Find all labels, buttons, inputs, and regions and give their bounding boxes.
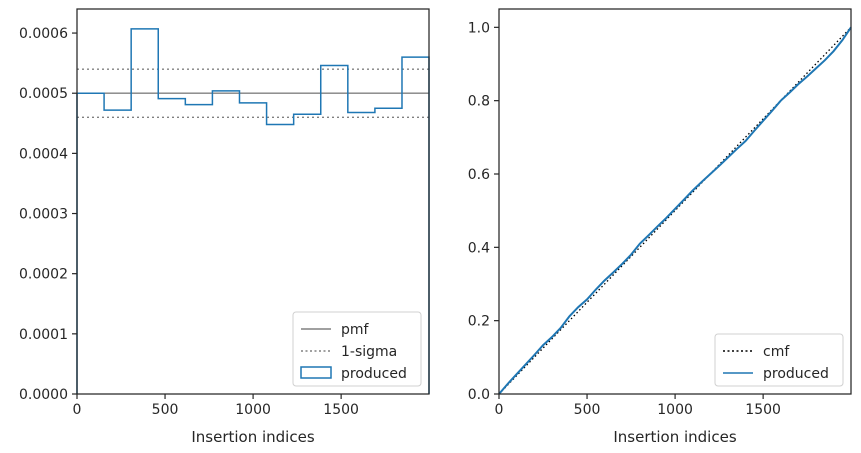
legend-key-produced	[300, 366, 332, 379]
x-tick-label: 1000	[657, 402, 693, 418]
cmf-line	[498, 26, 852, 395]
y-tick-label: 0.0002	[19, 267, 68, 283]
x-axis-label: Insertion indices	[613, 428, 736, 446]
x-tick-label: 1500	[323, 402, 359, 418]
y-tick-label: 0.0	[468, 387, 490, 403]
x-axis-label: Insertion indices	[191, 428, 314, 446]
produced-histogram-step	[76, 28, 430, 394]
y-tick-label: 0.4	[468, 240, 490, 256]
legend-label: produced	[763, 366, 829, 382]
x-tick-label: 0	[73, 402, 82, 418]
x-tick-label: 0	[495, 402, 504, 418]
legend-label: cmf	[763, 344, 790, 360]
legend-label: pmf	[341, 322, 370, 338]
right-chart-panel: 0 500 1000 1500 0.0 0.2 0.4 0.6 0.8 1.0 Insertion …	[468, 8, 852, 446]
legend: cmf produced	[714, 333, 844, 387]
y-tick-label: 0.0003	[19, 207, 68, 223]
x-tick-label: 500	[152, 402, 179, 418]
y-tick-label: 0.0001	[19, 327, 68, 343]
left-chart-panel: 0 500 1000 1500 0.0000 0.0001 0.0002 0.0003 0.00…	[19, 8, 430, 446]
legend-label: produced	[341, 366, 407, 382]
legend: pmf 1-sigma produced	[292, 311, 422, 387]
produced-cumulative-line	[498, 26, 852, 395]
y-tick-label: 0.0004	[19, 146, 68, 162]
y-tick-label: 0.6	[468, 167, 490, 183]
y-tick-label: 0.0006	[19, 26, 68, 42]
y-tick-label: 0.0005	[19, 86, 68, 102]
y-tick-label: 0.2	[468, 314, 490, 330]
y-tick-label: 1.0	[468, 20, 490, 36]
y-tick-label: 0.8	[468, 94, 490, 110]
x-tick-label: 1500	[745, 402, 781, 418]
legend-label: 1-sigma	[341, 344, 397, 360]
x-tick-label: 500	[574, 402, 601, 418]
x-tick-label: 1000	[235, 402, 271, 418]
y-tick-label: 0.0000	[19, 387, 68, 403]
